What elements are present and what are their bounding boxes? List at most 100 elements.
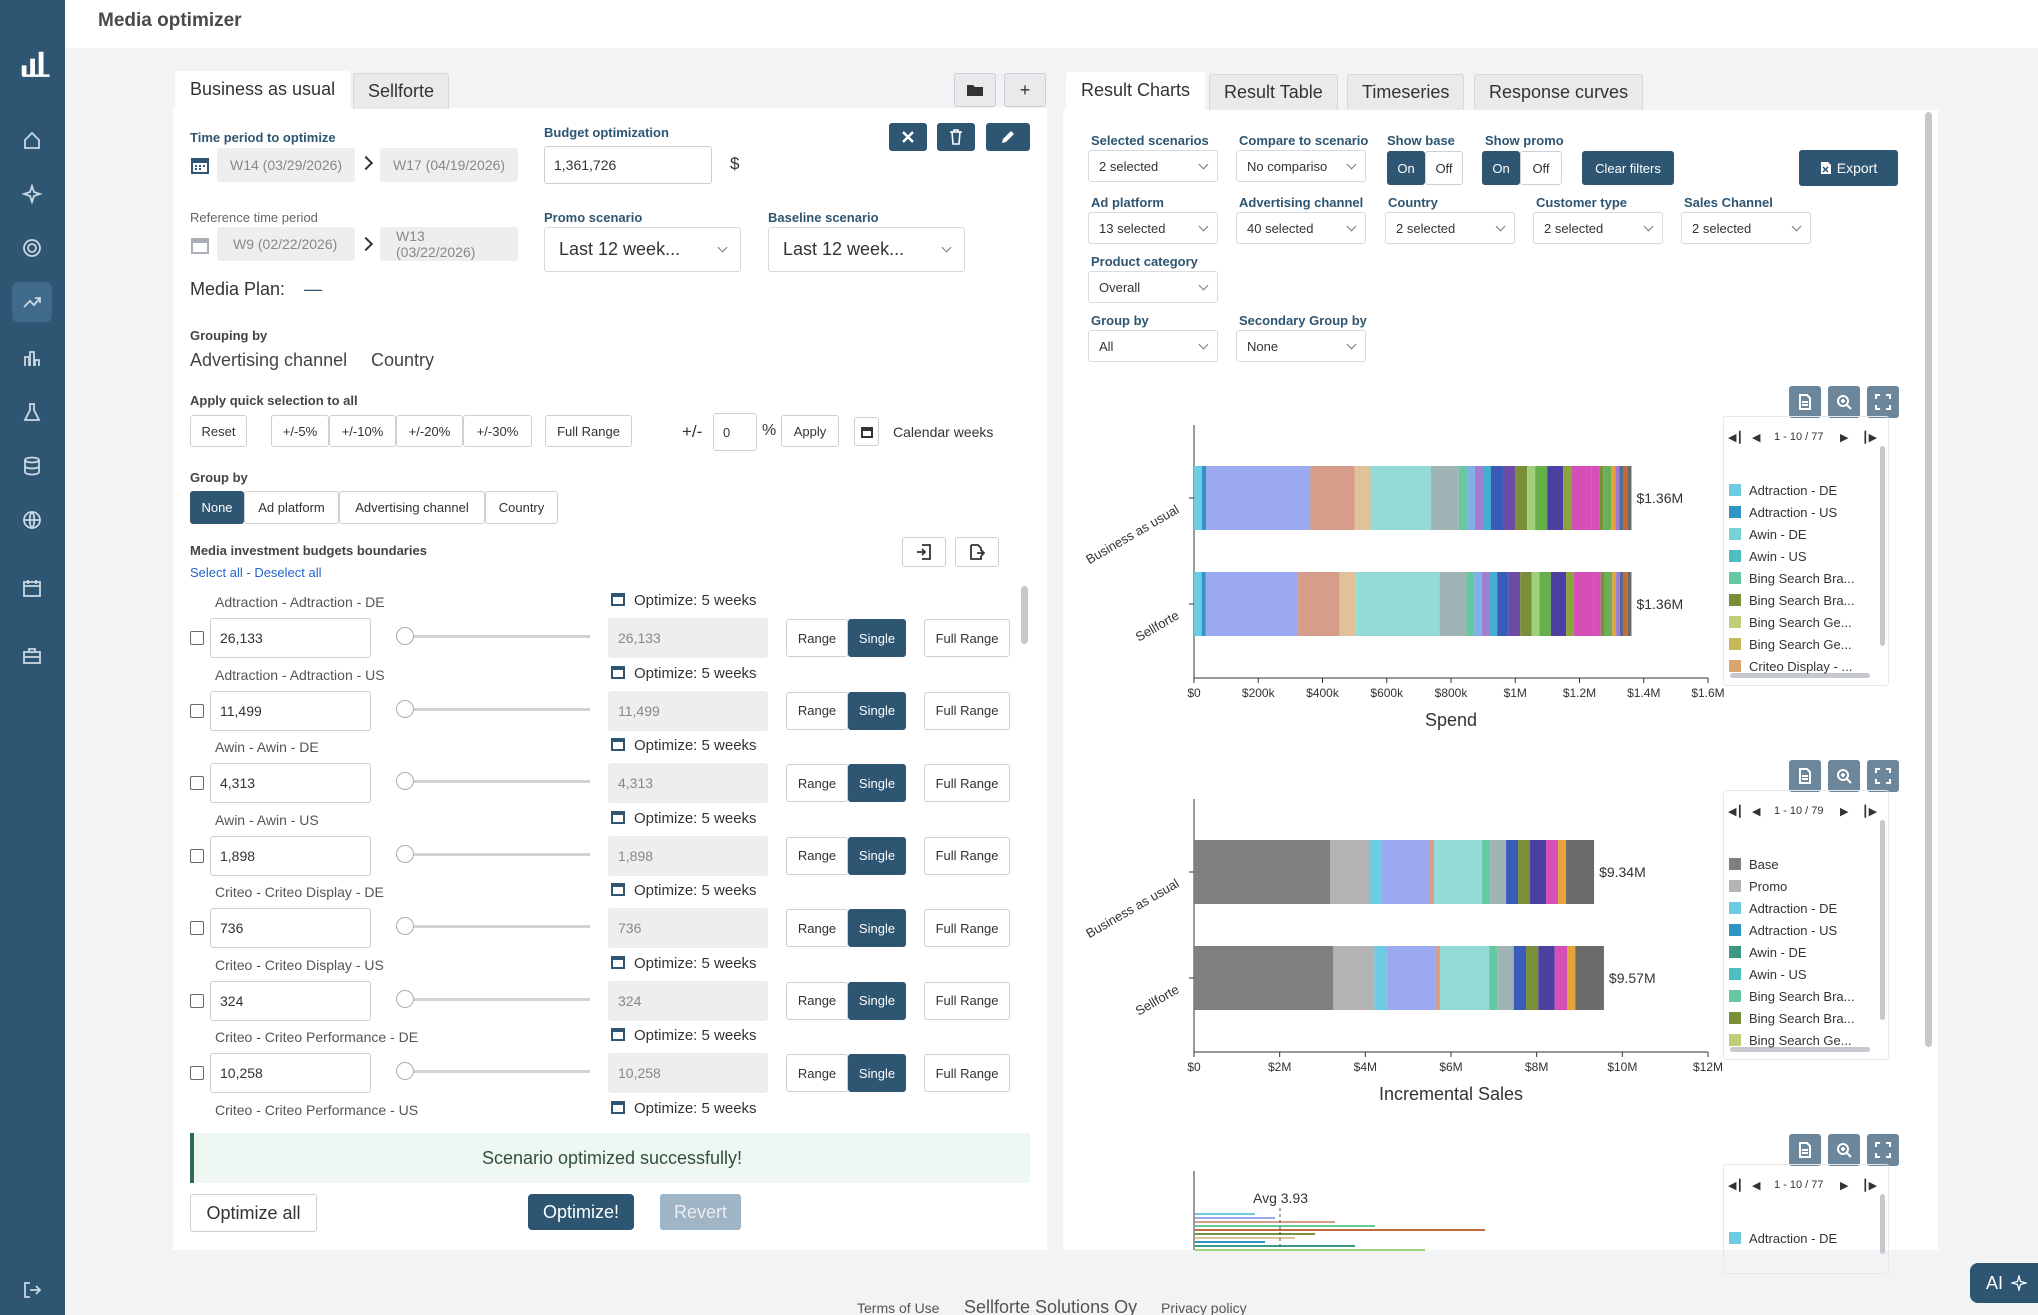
deselect-all-link[interactable]: Deselect all — [254, 565, 322, 580]
legend-item[interactable]: Bing Search Ge... — [1729, 1033, 1852, 1048]
row-slider-handle[interactable] — [396, 699, 414, 718]
import-button[interactable] — [902, 537, 946, 567]
legend-next-page[interactable]: ▶ — [1840, 806, 1849, 818]
globe-nav-item[interactable] — [12, 500, 52, 540]
legend-item[interactable]: Bing Search Ge... — [1729, 615, 1852, 630]
tab-result-table[interactable]: Result Table — [1209, 74, 1338, 110]
legend-item[interactable]: Bing Search Ge... — [1729, 637, 1852, 652]
row-slider[interactable] — [396, 852, 590, 856]
database-nav-item[interactable] — [12, 446, 52, 486]
logout-nav-item[interactable] — [12, 1270, 52, 1310]
chart-pdf-button[interactable] — [1789, 760, 1821, 792]
row-range-button[interactable]: Range — [786, 691, 848, 730]
row-range-button[interactable]: Range — [786, 619, 848, 657]
legend-prev-page[interactable]: ◀ — [1752, 1180, 1761, 1192]
group-by-country[interactable]: Country — [485, 491, 558, 524]
target-nav-item[interactable] — [12, 228, 52, 268]
calendar-weeks-toggle[interactable] — [854, 417, 879, 446]
row-checkbox[interactable] — [190, 921, 204, 935]
tab-result-charts[interactable]: Result Charts — [1066, 72, 1206, 111]
legend-item[interactable]: Bing Search Bra... — [1729, 571, 1855, 586]
sparkle-nav-item[interactable] — [12, 174, 52, 214]
row-full-range-button[interactable]: Full Range — [924, 836, 1010, 875]
legend-item[interactable]: Adtraction - US — [1729, 923, 1837, 938]
legend-item[interactable]: Bing Search Bra... — [1729, 989, 1855, 1004]
legend-scrollbar[interactable] — [1880, 820, 1885, 1020]
row-slider-handle[interactable] — [396, 844, 414, 863]
time-from-field[interactable]: W14 (03/29/2026) — [217, 148, 355, 182]
privacy-link[interactable]: Privacy policy — [1161, 1300, 1247, 1315]
logo-nav-item[interactable] — [12, 38, 60, 86]
legend-item[interactable]: Awin - DE — [1729, 527, 1807, 542]
legend-scrollbar[interactable] — [1880, 1194, 1885, 1254]
legend-item[interactable]: Promo — [1729, 879, 1787, 894]
row-range-button[interactable]: Range — [786, 1054, 848, 1092]
legend-hscrollbar[interactable] — [1730, 1047, 1870, 1052]
row-slider[interactable] — [396, 1070, 590, 1073]
legend-item[interactable]: Adtraction - DE — [1729, 1231, 1837, 1246]
filter-select[interactable]: No compariso — [1236, 150, 1366, 182]
row-range-button[interactable]: Range — [786, 981, 848, 1020]
row-full-range-button[interactable]: Full Range — [924, 691, 1010, 730]
row-single-button[interactable]: Single — [848, 1054, 906, 1092]
row-full-range-button[interactable]: Full Range — [924, 764, 1010, 802]
chart-fullscreen-button[interactable] — [1867, 386, 1899, 418]
row-checkbox[interactable] — [190, 848, 204, 863]
row-slider-handle[interactable] — [396, 1062, 414, 1080]
budget-input[interactable]: 1,361,726 — [544, 146, 712, 184]
row-value-input[interactable]: 736 — [210, 908, 371, 948]
optimize-all-button[interactable]: Optimize all — [190, 1194, 317, 1232]
row-slider[interactable] — [396, 635, 590, 638]
legend-item[interactable]: Awin - US — [1729, 967, 1807, 982]
legend-item[interactable]: Adtraction - US — [1729, 505, 1837, 520]
results-scrollbar[interactable] — [1925, 112, 1932, 1047]
row-checkbox[interactable] — [190, 993, 204, 1008]
show-promo-off[interactable]: Off — [1520, 151, 1562, 185]
row-checkbox[interactable] — [190, 631, 204, 645]
chart-zoom-button[interactable] — [1828, 386, 1860, 418]
legend-next-page[interactable]: ▶ — [1840, 432, 1849, 444]
filter-select[interactable]: Overall — [1088, 271, 1218, 303]
legend-last-page[interactable]: ┃▶ — [1862, 1180, 1878, 1192]
group-by-ad-platform[interactable]: Ad platform — [244, 491, 339, 524]
filter-select[interactable]: 13 selected — [1088, 212, 1218, 244]
baseline-scenario-select[interactable]: Last 12 week... — [768, 227, 965, 272]
legend-item[interactable]: Adtraction - DE — [1729, 901, 1837, 916]
tab-business-as-usual[interactable]: Business as usual — [175, 71, 351, 108]
row-slider-handle[interactable] — [396, 627, 414, 645]
briefcase-nav-item[interactable] — [12, 636, 52, 676]
tab-timeseries[interactable]: Timeseries — [1347, 74, 1465, 110]
tab-response-curves[interactable]: Response curves — [1474, 74, 1644, 110]
row-slider-handle[interactable] — [396, 772, 414, 790]
row-value-input[interactable]: 11,499 — [210, 690, 371, 731]
row-full-range-button[interactable]: Full Range — [924, 1054, 1010, 1092]
show-base-on[interactable]: On — [1387, 151, 1425, 185]
legend-prev-page[interactable]: ◀ — [1752, 806, 1761, 818]
row-range-button[interactable]: Range — [786, 836, 848, 875]
row-single-button[interactable]: Single — [848, 836, 906, 875]
media-plan-value[interactable]: — — [304, 279, 322, 299]
legend-last-page[interactable]: ┃▶ — [1862, 806, 1878, 818]
tab-sellforte[interactable]: Sellforte — [353, 73, 450, 109]
legend-first-page[interactable]: ◀┃ — [1728, 432, 1744, 444]
chart-fullscreen-button[interactable] — [1867, 1134, 1899, 1166]
legend-scrollbar[interactable] — [1880, 446, 1885, 646]
optimize-button[interactable]: Optimize! — [528, 1194, 634, 1230]
group-by-advertising-channel[interactable]: Advertising channel — [339, 491, 485, 524]
plus-minus-10-button[interactable]: +/-10% — [329, 415, 396, 447]
filter-select[interactable]: 2 selected — [1533, 212, 1663, 244]
edit-button[interactable] — [986, 123, 1030, 151]
ref-to-field[interactable]: W13 (03/22/2026) — [380, 227, 518, 261]
revert-button[interactable]: Revert — [660, 1194, 741, 1230]
filter-select[interactable]: 2 selected — [1088, 150, 1218, 182]
bar-chart-nav-item[interactable] — [12, 338, 52, 378]
full-range-button[interactable]: Full Range — [545, 415, 632, 447]
chart-pdf-button[interactable] — [1789, 386, 1821, 418]
row-checkbox[interactable] — [190, 1066, 204, 1080]
chart-pdf-button[interactable] — [1789, 1134, 1821, 1166]
row-single-button[interactable]: Single — [848, 764, 906, 802]
promo-scenario-select[interactable]: Last 12 week... — [544, 227, 741, 272]
show-base-off[interactable]: Off — [1425, 151, 1463, 185]
row-single-button[interactable]: Single — [848, 619, 906, 657]
chart-zoom-button[interactable] — [1828, 1134, 1860, 1166]
